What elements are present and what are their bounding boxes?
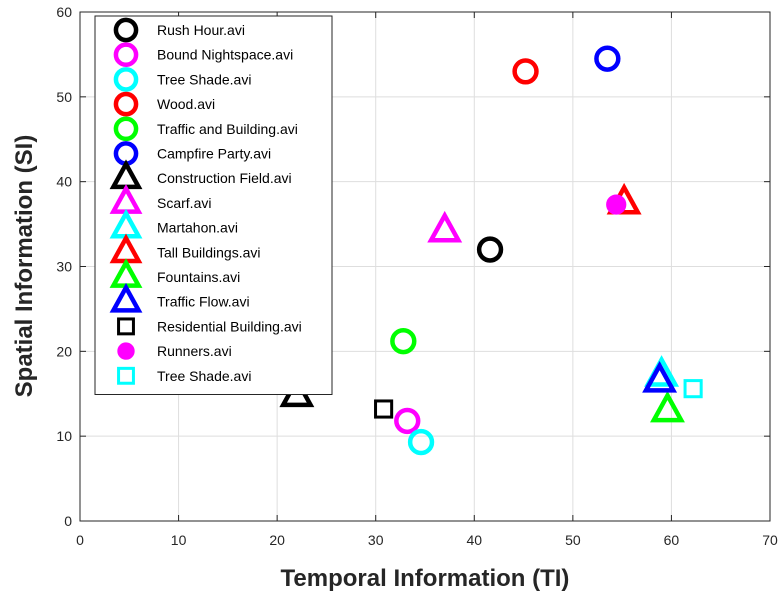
data-point-circle-open [512, 58, 539, 85]
legend-label: Residential Building.avi [157, 318, 302, 334]
axis-ticks: 0 10 20 30 40 50 60 70 0 10 20 30 40 50 60 [56, 4, 778, 548]
x-tick-label: 20 [269, 532, 285, 548]
data-point-triangle-open [642, 361, 678, 393]
y-tick-label: 20 [56, 343, 72, 359]
legend-marker-square-open [117, 366, 135, 385]
x-axis-title: Temporal Information (TI) [281, 565, 570, 592]
legend-marker-circle-open [113, 91, 139, 117]
legend-marker-circle-open [113, 42, 139, 68]
legend-label: Traffic Flow.avi [157, 294, 250, 310]
y-tick-label: 30 [56, 259, 72, 275]
legend-marker-square-open [117, 317, 135, 336]
y-tick-label: 40 [56, 174, 72, 190]
data-point-square-open [683, 379, 703, 399]
legend-label: Campfire Party.avi [157, 146, 271, 162]
x-tick-label: 70 [762, 532, 778, 548]
data-point-circle-filled [606, 194, 627, 215]
y-tick-label: 0 [64, 513, 72, 529]
legend-marker-triangle-open [109, 282, 143, 313]
legend-label: Runners.avi [157, 343, 232, 359]
x-tick-label: 40 [466, 532, 482, 548]
legend-label: Scarf.avi [157, 195, 211, 211]
legend-label: Construction Field.avi [157, 170, 292, 186]
legend-marker-circle-filled [117, 342, 135, 360]
y-tick-label: 10 [56, 428, 72, 444]
data-markers [279, 45, 703, 456]
x-tick-label: 60 [664, 532, 680, 548]
y-tick-label: 60 [56, 4, 72, 20]
legend-label: Wood.avi [157, 96, 215, 112]
legend-marker-circle-open [113, 67, 139, 92]
x-tick-label: 30 [368, 532, 384, 548]
data-point-circle-open [476, 236, 504, 263]
data-point-triangle-open [427, 210, 463, 243]
x-tick-label: 10 [171, 532, 187, 548]
legend: Rush Hour.avi Bound Nightspace.avi Tree Sh… [94, 15, 333, 395]
x-tick-label: 50 [565, 532, 581, 548]
data-point-circle-open [390, 327, 417, 355]
y-axis-title: Spatial Information (SI) [11, 135, 38, 398]
legend-label: Traffic and Building.avi [157, 121, 298, 137]
legend-marker-circle-open [113, 116, 139, 142]
data-point-triangle-open [650, 390, 685, 423]
legend-label: Fountains.avi [157, 269, 240, 285]
legend-label: Tall Buildings.avi [157, 244, 261, 260]
legend-marker-circle-open [113, 17, 139, 43]
data-point-circle-open [407, 428, 435, 456]
legend-label: Tree Shade.avi [157, 71, 251, 87]
data-point-circle-open [394, 407, 421, 435]
y-tick-label: 50 [56, 89, 72, 105]
data-point-square-open [374, 399, 394, 419]
legend-label: Rush Hour.avi [157, 22, 245, 38]
legend-label: Tree Shade.avi [157, 368, 251, 384]
data-point-circle-open [594, 45, 621, 72]
x-tick-label: 0 [76, 532, 84, 548]
legend-label: Martahon.avi [157, 220, 238, 236]
legend-label: Bound Nightspace.avi [157, 47, 293, 63]
